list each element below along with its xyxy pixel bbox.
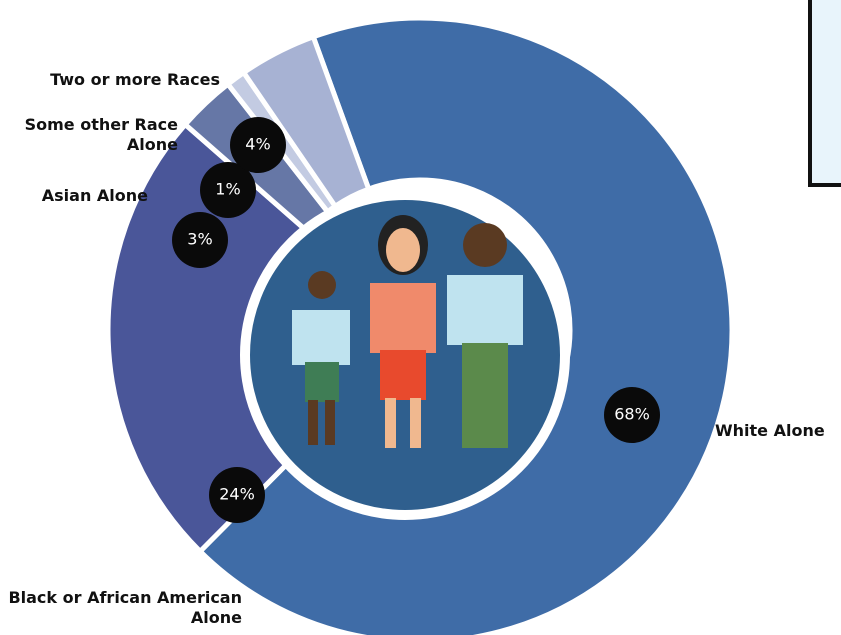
category-label: Asian Alone: [41, 186, 148, 205]
data-label: 4%: [245, 135, 270, 154]
category-label: Black or African American Alone: [8, 588, 242, 627]
data-label-badge: [172, 212, 228, 268]
category-label: Two or more Races: [50, 70, 220, 89]
data-label-badge: [230, 117, 286, 173]
slice: [240, 33, 372, 210]
side-panel: [808, 0, 841, 187]
data-label: 3%: [187, 230, 212, 249]
data-label-badge: [209, 467, 265, 523]
category-label: White Alone: [715, 421, 825, 440]
data-labels: 68% 24% 3% 1% 4%: [172, 117, 660, 523]
category-label: Some other Race Alone: [24, 115, 178, 154]
data-label: 24%: [219, 485, 255, 504]
data-label: 1%: [215, 180, 240, 199]
data-label: 68%: [614, 405, 650, 424]
data-label-badge: [200, 162, 256, 218]
center-illustration: [240, 190, 570, 520]
data-label-badge: [604, 387, 660, 443]
